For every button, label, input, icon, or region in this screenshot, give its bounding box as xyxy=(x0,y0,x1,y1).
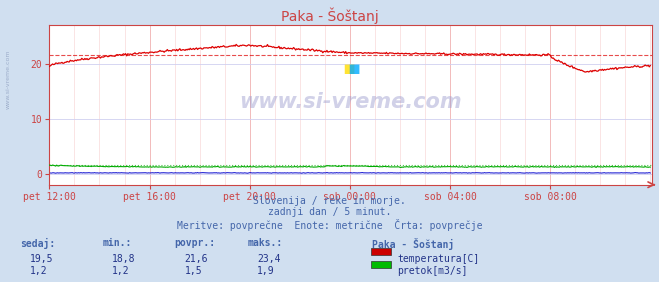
Text: www.si-vreme.com: www.si-vreme.com xyxy=(5,49,11,109)
Text: Paka - Šoštanj: Paka - Šoštanj xyxy=(281,7,378,24)
Text: zadnji dan / 5 minut.: zadnji dan / 5 minut. xyxy=(268,207,391,217)
Text: www.si-vreme.com: www.si-vreme.com xyxy=(240,92,462,112)
Text: 23,4: 23,4 xyxy=(257,254,281,264)
Text: 1,5: 1,5 xyxy=(185,266,202,276)
Text: sedaj:: sedaj: xyxy=(20,238,55,249)
Text: povpr.:: povpr.: xyxy=(175,238,215,248)
Text: min.:: min.: xyxy=(102,238,132,248)
Text: 18,8: 18,8 xyxy=(112,254,136,264)
Text: maks.:: maks.: xyxy=(247,238,282,248)
Text: ▪: ▪ xyxy=(347,59,360,78)
Text: 21,6: 21,6 xyxy=(185,254,208,264)
Text: 1,9: 1,9 xyxy=(257,266,275,276)
Text: pretok[m3/s]: pretok[m3/s] xyxy=(397,266,468,276)
Text: 1,2: 1,2 xyxy=(112,266,130,276)
Text: Slovenija / reke in morje.: Slovenija / reke in morje. xyxy=(253,196,406,206)
Text: Paka - Šoštanj: Paka - Šoštanj xyxy=(372,238,455,250)
Text: ▪: ▪ xyxy=(343,59,356,78)
Text: 19,5: 19,5 xyxy=(30,254,53,264)
Text: Meritve: povprečne  Enote: metrične  Črta: povprečje: Meritve: povprečne Enote: metrične Črta:… xyxy=(177,219,482,231)
Text: 1,2: 1,2 xyxy=(30,266,47,276)
Text: temperatura[C]: temperatura[C] xyxy=(397,254,480,264)
